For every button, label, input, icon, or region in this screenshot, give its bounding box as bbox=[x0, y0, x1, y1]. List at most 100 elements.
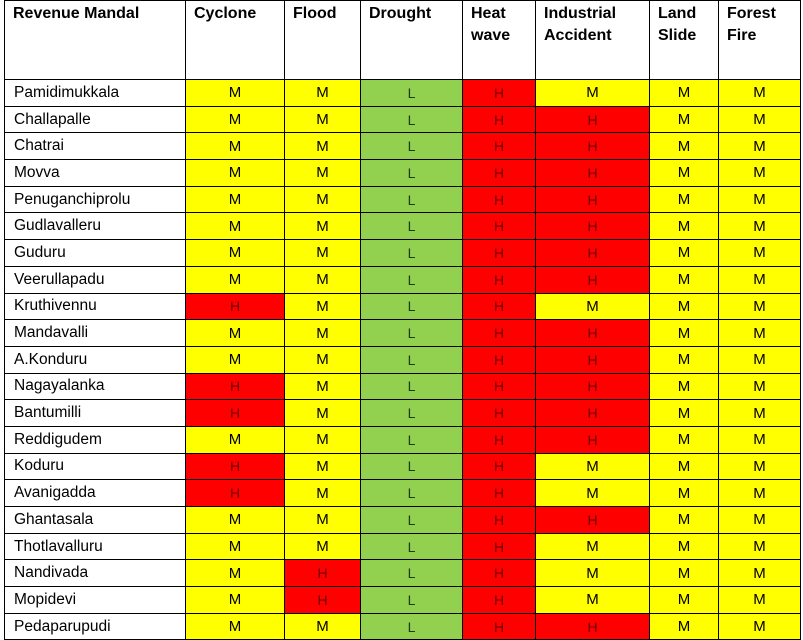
cyclone-risk-cell: M bbox=[185, 159, 285, 187]
land-slide-risk-cell: M bbox=[649, 345, 719, 374]
mandal-name-cell: Gudlavalleru bbox=[4, 212, 186, 241]
industrial-accident-risk-cell: H bbox=[535, 319, 650, 347]
cyclone-risk-cell: H bbox=[185, 452, 285, 481]
forest-fire-risk-cell: M bbox=[718, 399, 801, 427]
header-land-slide: Land Slide bbox=[649, 0, 719, 80]
heat-wave-risk-cell: H bbox=[462, 425, 536, 454]
mandal-name-cell: Ghantasala bbox=[4, 506, 186, 534]
forest-fire-risk-cell: M bbox=[718, 586, 801, 614]
flood-risk-cell: M bbox=[284, 425, 361, 454]
heat-wave-risk-cell: H bbox=[462, 345, 536, 374]
drought-risk-cell: L bbox=[360, 559, 463, 588]
drought-risk-cell: L bbox=[360, 612, 463, 640]
cyclone-risk-cell: M bbox=[185, 132, 285, 161]
land-slide-risk-cell: M bbox=[649, 239, 719, 267]
mandal-name-cell: Guduru bbox=[4, 239, 186, 267]
table-row: Nagayalanka H M L H H M M bbox=[4, 372, 801, 401]
forest-fire-risk-cell: M bbox=[718, 319, 801, 347]
flood-risk-cell: M bbox=[284, 185, 361, 214]
flood-risk-cell: M bbox=[284, 479, 361, 507]
header-forest-fire: Forest Fire bbox=[718, 0, 801, 80]
drought-risk-cell: L bbox=[360, 372, 463, 401]
heat-wave-risk-cell: H bbox=[462, 212, 536, 241]
forest-fire-risk-cell: M bbox=[718, 105, 801, 134]
industrial-accident-risk-cell: H bbox=[535, 132, 650, 161]
mandal-name-cell: Koduru bbox=[4, 452, 186, 481]
mandal-name-cell: Kruthivennu bbox=[4, 292, 186, 321]
flood-risk-cell: M bbox=[284, 319, 361, 347]
forest-fire-risk-cell: M bbox=[718, 159, 801, 187]
flood-risk-cell: M bbox=[284, 345, 361, 374]
flood-risk-cell: M bbox=[284, 105, 361, 134]
forest-fire-risk-cell: M bbox=[718, 345, 801, 374]
mandal-name-cell: Nagayalanka bbox=[4, 372, 186, 401]
land-slide-risk-cell: M bbox=[649, 185, 719, 214]
land-slide-risk-cell: M bbox=[649, 372, 719, 401]
industrial-accident-risk-cell: M bbox=[535, 452, 650, 481]
flood-risk-cell: M bbox=[284, 159, 361, 187]
mandal-name-cell: Avanigadda bbox=[4, 479, 186, 507]
table-row: Movva M M L H H M M bbox=[4, 159, 801, 187]
drought-risk-cell: L bbox=[360, 532, 463, 561]
table-row: Nandivada M H L H M M M bbox=[4, 559, 801, 588]
header-heat-wave: Heat wave bbox=[462, 0, 536, 80]
flood-risk-cell: M bbox=[284, 452, 361, 481]
drought-risk-cell: L bbox=[360, 239, 463, 267]
land-slide-risk-cell: M bbox=[649, 105, 719, 134]
flood-risk-cell: H bbox=[284, 586, 361, 614]
forest-fire-risk-cell: M bbox=[718, 452, 801, 481]
mandal-name-cell: Nandivada bbox=[4, 559, 186, 588]
hazard-risk-table: Revenue Mandal Cyclone Flood Drought Hea… bbox=[4, 0, 801, 640]
forest-fire-risk-cell: M bbox=[718, 292, 801, 321]
table-row: Koduru H M L H M M M bbox=[4, 452, 801, 481]
mandal-name-cell: Reddigudem bbox=[4, 425, 186, 454]
mandal-name-cell: A.Konduru bbox=[4, 345, 186, 374]
cyclone-risk-cell: M bbox=[185, 185, 285, 214]
industrial-accident-risk-cell: M bbox=[535, 292, 650, 321]
cyclone-risk-cell: M bbox=[185, 79, 285, 107]
industrial-accident-risk-cell: H bbox=[535, 506, 650, 534]
header-drought: Drought bbox=[360, 0, 463, 80]
forest-fire-risk-cell: M bbox=[718, 506, 801, 534]
table-row: Penuganchiprolu M M L H H M M bbox=[4, 185, 801, 214]
heat-wave-risk-cell: H bbox=[462, 559, 536, 588]
heat-wave-risk-cell: H bbox=[462, 185, 536, 214]
heat-wave-risk-cell: H bbox=[462, 132, 536, 161]
table-row: Bantumilli H M L H H M M bbox=[4, 399, 801, 427]
table-row: Veerullapadu M M L H H M M bbox=[4, 265, 801, 294]
mandal-name-cell: Chatrai bbox=[4, 132, 186, 161]
heat-wave-risk-cell: H bbox=[462, 105, 536, 134]
land-slide-risk-cell: M bbox=[649, 212, 719, 241]
forest-fire-risk-cell: M bbox=[718, 212, 801, 241]
land-slide-risk-cell: M bbox=[649, 159, 719, 187]
industrial-accident-risk-cell: H bbox=[535, 425, 650, 454]
mandal-name-cell: Penuganchiprolu bbox=[4, 185, 186, 214]
heat-wave-risk-cell: H bbox=[462, 452, 536, 481]
drought-risk-cell: L bbox=[360, 79, 463, 107]
flood-risk-cell: M bbox=[284, 79, 361, 107]
table-row: Pamidimukkala M M L H M M M bbox=[4, 79, 801, 107]
cyclone-risk-cell: M bbox=[185, 212, 285, 241]
forest-fire-risk-cell: M bbox=[718, 265, 801, 294]
flood-risk-cell: H bbox=[284, 559, 361, 588]
forest-fire-risk-cell: M bbox=[718, 79, 801, 107]
table-row: Thotlavalluru M M L H M M M bbox=[4, 532, 801, 561]
header-industrial-accident: Industrial Accident bbox=[535, 0, 650, 80]
table-row: Avanigadda H M L H M M M bbox=[4, 479, 801, 507]
heat-wave-risk-cell: H bbox=[462, 79, 536, 107]
cyclone-risk-cell: M bbox=[185, 506, 285, 534]
industrial-accident-risk-cell: H bbox=[535, 265, 650, 294]
table-row: Mandavalli M M L H H M M bbox=[4, 319, 801, 347]
land-slide-risk-cell: M bbox=[649, 506, 719, 534]
heat-wave-risk-cell: H bbox=[462, 372, 536, 401]
drought-risk-cell: L bbox=[360, 185, 463, 214]
industrial-accident-risk-cell: H bbox=[535, 399, 650, 427]
forest-fire-risk-cell: M bbox=[718, 532, 801, 561]
flood-risk-cell: M bbox=[284, 399, 361, 427]
table-row: Reddigudem M M L H H M M bbox=[4, 425, 801, 454]
heat-wave-risk-cell: H bbox=[462, 265, 536, 294]
drought-risk-cell: L bbox=[360, 132, 463, 161]
drought-risk-cell: L bbox=[360, 319, 463, 347]
table-row: Pedaparupudi M M L H H M M bbox=[4, 612, 801, 640]
heat-wave-risk-cell: H bbox=[462, 399, 536, 427]
